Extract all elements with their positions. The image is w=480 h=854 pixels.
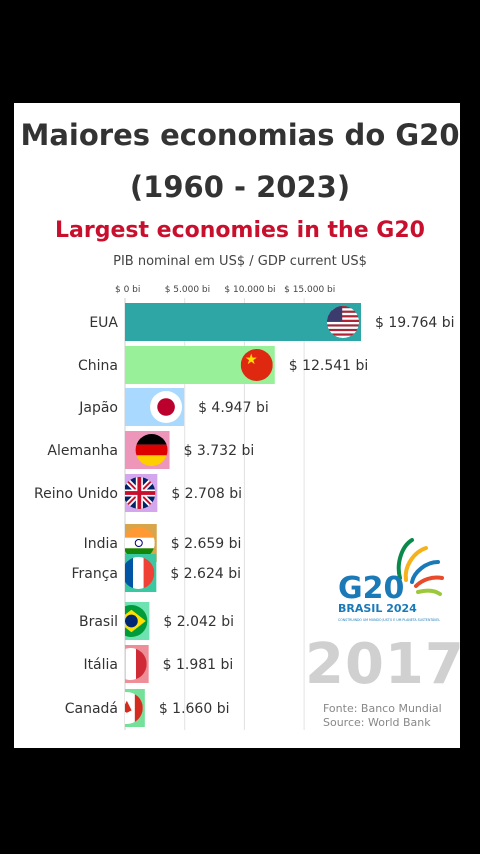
value-label: $ 19.764 bi: [375, 315, 455, 331]
canada-flag-icon: [125, 692, 143, 724]
chart-title-pt: Maiores economias do G20: [20, 118, 460, 152]
category-label: Alemanha: [47, 443, 118, 459]
chart-subtitle: PIB nominal em US$ / GDP current US$: [113, 254, 367, 269]
us-flag-icon: [327, 306, 359, 338]
india-flag-icon: [125, 527, 155, 559]
category-label: Reino Unido: [34, 486, 118, 502]
g20-brasil-logo: G20 BRASIL 2024 CONSTRUINDO UM MUNDO JUS…: [330, 538, 445, 628]
france-flag-icon: [125, 557, 155, 589]
value-label: $ 2.708 bi: [171, 486, 242, 502]
value-label: $ 2.659 bi: [171, 536, 242, 552]
italy-flag-icon: [125, 648, 147, 680]
tick-label: $ 10.000 bi: [224, 285, 276, 295]
logo-country-text: BRASIL 2024: [338, 602, 417, 615]
brazil-flag-icon: [125, 605, 148, 637]
source-en: Source: World Bank: [323, 716, 431, 729]
source-pt: Fonte: Banco Mundial: [323, 702, 442, 715]
category-label: EUA: [89, 315, 118, 331]
category-label: China: [78, 358, 118, 374]
chart-title-years: (1960 - 2023): [129, 170, 351, 204]
logo-tagline-text: CONSTRUINDO UM MUNDO JUSTO E UM PLANETA …: [338, 617, 440, 622]
chart-title-en: Largest economies in the G20: [55, 218, 425, 243]
japan-flag-icon: [150, 391, 183, 423]
value-label: $ 2.624 bi: [170, 566, 241, 582]
category-label: França: [71, 566, 118, 582]
uk-flag-icon: [125, 477, 156, 509]
value-label: $ 1.660 bi: [159, 701, 230, 717]
year-indicator: 2017: [305, 632, 465, 697]
tick-label: $ 15.000 bi: [284, 285, 336, 295]
germany-flag-icon: [135, 434, 168, 466]
category-label: Canadá: [65, 701, 118, 717]
chart-card: [14, 103, 460, 748]
value-label: $ 12.541 bi: [289, 358, 369, 374]
value-label: $ 3.732 bi: [184, 443, 255, 459]
svg-text:★: ★: [245, 352, 258, 368]
value-label: $ 1.981 bi: [163, 657, 234, 673]
value-label: $ 2.042 bi: [163, 614, 234, 630]
tick-label: $ 0 bi: [115, 285, 141, 295]
category-label: India: [84, 536, 118, 552]
g20-swirl-icon: [396, 538, 444, 596]
value-label: $ 4.947 bi: [198, 400, 269, 416]
bar-eua: [125, 303, 361, 341]
logo-g20-text: G20: [338, 571, 404, 606]
category-label: Japão: [78, 400, 118, 416]
china-flag-icon: ★: [240, 349, 273, 381]
tick-label: $ 5.000 bi: [164, 285, 211, 295]
category-label: Brasil: [79, 614, 118, 630]
category-label: Itália: [83, 657, 118, 673]
